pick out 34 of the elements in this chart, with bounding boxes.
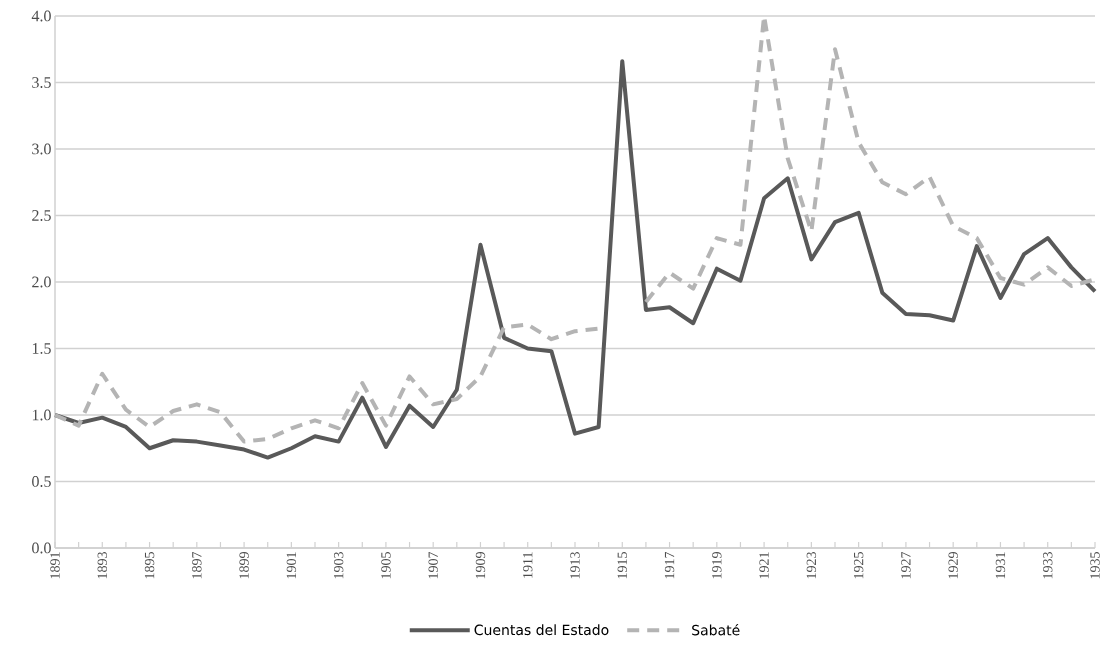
y-tick-label: 0.0 xyxy=(32,542,51,554)
y-tick-label: 1.5 xyxy=(32,343,51,354)
x-tick-label: 1917 xyxy=(664,551,675,579)
y-tick-label: 2.5 xyxy=(32,210,51,221)
x-tick-label: 1907 xyxy=(428,551,438,579)
x-tick-label: 1923 xyxy=(806,552,817,579)
x-tick-label: 1911 xyxy=(523,552,533,578)
legend-label: Sabaté xyxy=(692,624,740,636)
x-tick-label: 1893 xyxy=(97,552,107,579)
y-tick-label: 1.0 xyxy=(32,409,51,421)
y-tick-label: 3.5 xyxy=(32,77,51,88)
x-tick-label: 1903 xyxy=(333,552,344,579)
x-tick-label: 1901 xyxy=(286,552,297,579)
x-tick-label: 1935 xyxy=(1090,552,1100,579)
y-tick-label: 4.0 xyxy=(31,10,51,22)
x-tick-label: 1927 xyxy=(901,551,911,579)
x-tick-label: 1919 xyxy=(712,552,722,579)
x-tick-label: 1933 xyxy=(1043,552,1053,579)
y-tick-label: 2.0 xyxy=(32,276,51,288)
x-tick-label: 1929 xyxy=(948,552,958,579)
y-tick-label: 3.0 xyxy=(32,143,51,155)
legend-label: Cuentas del Estado xyxy=(474,624,609,636)
x-tick-label: 1897 xyxy=(192,551,202,579)
x-tick-label: 1895 xyxy=(144,552,155,579)
x-tick-label: 1925 xyxy=(853,552,864,579)
x-tick-label: 1891 xyxy=(50,552,60,579)
x-tick-label: 1921 xyxy=(759,552,769,579)
x-tick-label: 1913 xyxy=(570,552,580,579)
x-tick-label: 1909 xyxy=(475,552,486,579)
y-tick-label: 0.5 xyxy=(32,476,51,487)
x-tick-label: 1905 xyxy=(381,552,391,579)
x-tick-label: 1931 xyxy=(995,552,1006,579)
x-tick-label: 1915 xyxy=(617,552,627,579)
x-tick-label: 1899 xyxy=(239,552,249,579)
